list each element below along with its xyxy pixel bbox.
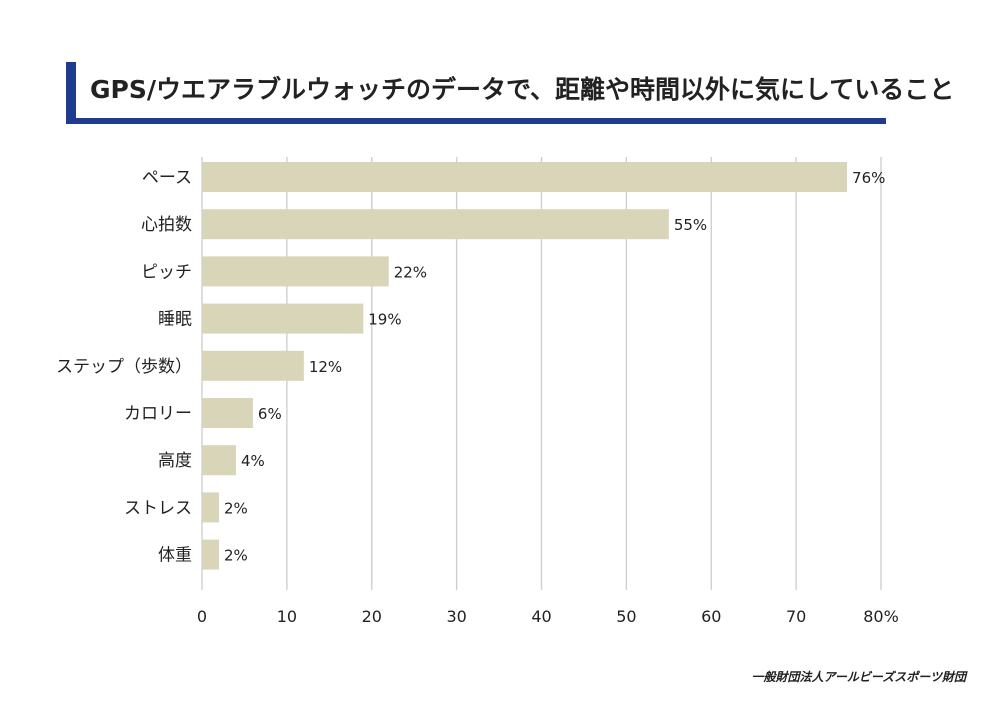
- data-label: 4%: [241, 452, 265, 470]
- x-tick-label: 20: [362, 607, 382, 626]
- category-label: 高度: [158, 451, 192, 471]
- chart-title: GPS/ウエアラブルウォッチのデータで、距離や時間以外に気にしていること: [90, 75, 955, 104]
- data-label: 76%: [852, 169, 885, 187]
- bar: [202, 162, 848, 192]
- x-tick-label: 70: [786, 607, 806, 626]
- category-label: 睡眠: [158, 310, 192, 330]
- category-label: 心拍数: [141, 215, 192, 235]
- category-label: ペース: [142, 168, 192, 188]
- title-underline: [66, 118, 886, 124]
- x-tick-label: 10: [277, 607, 297, 626]
- bar: [202, 398, 253, 428]
- bar: [202, 539, 219, 570]
- bar: [202, 445, 236, 476]
- bar: [202, 492, 219, 523]
- data-label: 2%: [224, 499, 248, 517]
- data-label: 19%: [368, 311, 401, 329]
- data-label: 55%: [674, 216, 707, 234]
- x-tick-label: 80%: [863, 607, 899, 626]
- data-label: 2%: [224, 547, 248, 565]
- credit-text: 一般財団法人アールビーズスポーツ財団: [751, 670, 966, 684]
- data-label: 12%: [309, 358, 342, 376]
- bar: [202, 303, 364, 334]
- data-label: 6%: [258, 405, 282, 423]
- x-tick-label: 40: [531, 607, 551, 626]
- bar: [202, 209, 669, 240]
- category-label: 体重: [158, 546, 192, 566]
- x-tick-label: 60: [701, 607, 721, 626]
- bar: [202, 256, 389, 287]
- bar: [202, 350, 304, 381]
- category-label: カロリー: [124, 404, 192, 424]
- title-accent-bar: [66, 62, 76, 124]
- category-label: ストレス: [124, 498, 192, 518]
- data-label: 22%: [394, 263, 427, 281]
- x-tick-label: 50: [616, 607, 636, 626]
- x-tick-label: 0: [197, 607, 207, 626]
- title-banner: GPS/ウエアラブルウォッチのデータで、距離や時間以外に気にしていること: [66, 62, 954, 124]
- x-tick-label: 30: [446, 607, 466, 626]
- category-label: ピッチ: [141, 262, 192, 282]
- category-label: ステップ（歩数）: [56, 357, 192, 377]
